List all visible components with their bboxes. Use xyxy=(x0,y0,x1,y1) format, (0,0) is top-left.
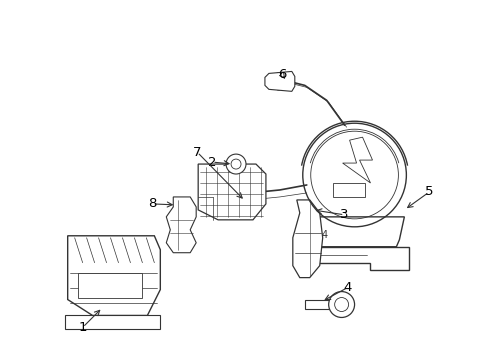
Text: 5: 5 xyxy=(424,185,433,198)
Polygon shape xyxy=(64,315,160,329)
Text: 1: 1 xyxy=(78,321,87,334)
Polygon shape xyxy=(78,273,142,298)
Text: 3: 3 xyxy=(340,208,348,221)
Circle shape xyxy=(225,154,245,174)
Polygon shape xyxy=(166,197,196,253)
Text: 4: 4 xyxy=(343,281,351,294)
Polygon shape xyxy=(198,164,265,220)
Circle shape xyxy=(334,298,348,311)
Polygon shape xyxy=(304,217,404,247)
Polygon shape xyxy=(304,300,329,310)
Polygon shape xyxy=(203,185,238,210)
Text: 8: 8 xyxy=(148,197,156,210)
Text: 7: 7 xyxy=(193,145,201,159)
Text: 2: 2 xyxy=(207,156,216,168)
Text: 4: 4 xyxy=(321,230,327,240)
Polygon shape xyxy=(292,200,322,278)
Circle shape xyxy=(328,292,354,318)
Polygon shape xyxy=(67,236,160,315)
Polygon shape xyxy=(299,247,408,270)
Circle shape xyxy=(230,159,241,169)
Polygon shape xyxy=(264,71,294,91)
Text: 6: 6 xyxy=(277,68,285,81)
